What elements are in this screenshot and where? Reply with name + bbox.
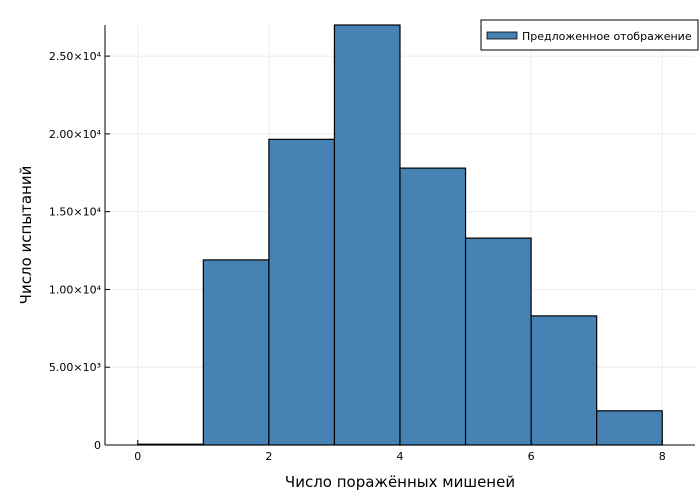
legend-label: Предложенное отображение	[522, 30, 692, 43]
y-ticks: 0 5.00×10³ 1.00×10⁴ 1.50×10⁴ 2.00×10⁴ 2.50×10…	[49, 50, 110, 452]
histogram-bar	[202, 259, 270, 446]
x-ticks: 0 2 4 6 8	[134, 440, 666, 463]
y-tick-label: 1.50×10⁴	[49, 206, 102, 219]
bars	[137, 24, 663, 446]
y-tick-label: 0	[94, 439, 101, 452]
x-axis-label: Число поражённых мишеней	[285, 473, 515, 491]
x-tick-label: 4	[397, 450, 404, 463]
y-tick-label: 1.00×10⁴	[49, 283, 102, 296]
histogram-bar	[530, 315, 598, 446]
histogram-bar	[333, 24, 401, 446]
histogram-bar	[596, 410, 663, 446]
y-tick-label: 5.00×10³	[49, 361, 101, 374]
x-tick-label: 0	[134, 450, 141, 463]
histogram-bar	[268, 138, 336, 446]
y-axis-label: Число испытаний	[17, 166, 35, 305]
histogram-bar	[464, 237, 532, 446]
x-tick-label: 6	[528, 450, 535, 463]
x-tick-label: 8	[659, 450, 666, 463]
y-tick-label: 2.50×10⁴	[49, 50, 102, 63]
histogram-bar	[399, 167, 467, 446]
x-tick-label: 2	[265, 450, 272, 463]
y-tick-label: 2.00×10⁴	[49, 128, 102, 141]
legend-swatch	[486, 31, 518, 40]
legend: Предложенное отображение	[480, 19, 699, 51]
legend-box	[480, 19, 699, 51]
